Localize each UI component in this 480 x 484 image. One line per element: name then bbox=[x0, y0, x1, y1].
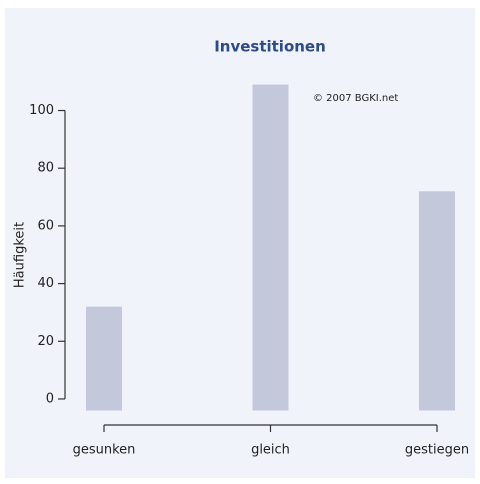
y-tick-label: 20 bbox=[37, 334, 54, 349]
y-tick-label: 100 bbox=[29, 103, 54, 118]
annotation: © 2007 BGKI.net bbox=[313, 93, 398, 104]
panel-background bbox=[5, 8, 475, 478]
y-axis-label: Häufigkeit bbox=[13, 222, 28, 288]
y-tick-label: 0 bbox=[46, 391, 54, 406]
x-tick-label: gleich bbox=[251, 443, 290, 458]
y-tick-label: 80 bbox=[37, 161, 54, 176]
y-tick-label: 40 bbox=[37, 276, 54, 291]
bar bbox=[252, 84, 289, 411]
x-tick-label: gesunken bbox=[73, 443, 136, 458]
y-tick-label: 60 bbox=[37, 218, 54, 233]
chart-title: Investitionen bbox=[214, 38, 326, 56]
bar bbox=[86, 306, 122, 411]
x-tick-label: gestiegen bbox=[405, 443, 469, 458]
bar bbox=[419, 191, 455, 411]
